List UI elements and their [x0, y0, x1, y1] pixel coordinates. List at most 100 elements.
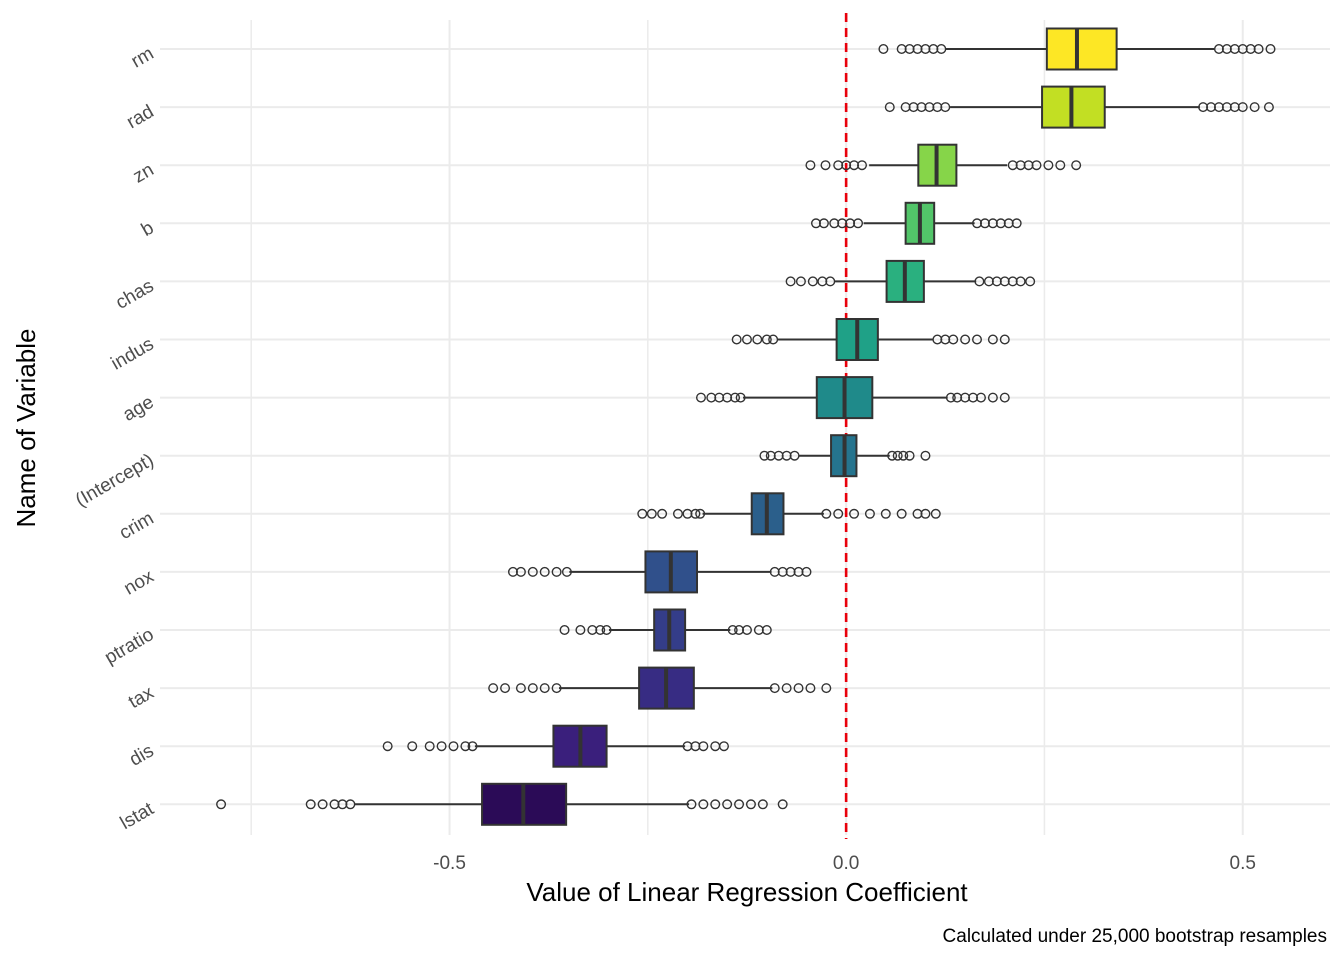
- boxplot-(Intercept): [759, 434, 931, 478]
- outlier-point: [974, 276, 985, 287]
- boxplot-zn: [805, 143, 1082, 187]
- x-tick-label: -0.5: [433, 853, 466, 874]
- boxplot-b: [810, 201, 1022, 245]
- outlier-point: [637, 508, 648, 519]
- y-tick-label: dis: [126, 740, 158, 770]
- outlier-point: [999, 392, 1010, 403]
- outlier-point: [825, 276, 836, 287]
- outlier-point: [488, 683, 499, 694]
- outlier-point: [960, 334, 971, 345]
- outlier-point: [539, 683, 550, 694]
- chart-caption: Calculated under 25,000 bootstrap resamp…: [943, 926, 1327, 947]
- boxplot-lstat: [216, 782, 788, 826]
- outlier-point: [698, 741, 709, 752]
- box-layer: [216, 27, 1276, 826]
- y-tick-label: indus: [108, 334, 158, 375]
- outlier-point: [718, 741, 729, 752]
- outlier-point: [849, 508, 860, 519]
- boxplot-chas: [785, 259, 1036, 303]
- outlier-point: [857, 160, 868, 171]
- outlier-point: [781, 683, 792, 694]
- outlier-point: [1015, 276, 1026, 287]
- outlier-point: [741, 334, 752, 345]
- outlier-point: [305, 799, 316, 810]
- outlier-point: [940, 102, 951, 113]
- outlier-point: [551, 566, 562, 577]
- y-axis-title: Name of Variable: [11, 329, 41, 528]
- outlier-point: [1263, 102, 1274, 113]
- iqr-box: [1045, 27, 1118, 71]
- boxplot-tax: [488, 666, 832, 710]
- outlier-point: [801, 566, 812, 577]
- outlier-point: [795, 276, 806, 287]
- outlier-point: [672, 508, 683, 519]
- outlier-point: [999, 334, 1010, 345]
- outlier-point: [761, 334, 772, 345]
- outlier-point: [930, 508, 941, 519]
- y-tick-label: (Intercept): [72, 450, 157, 511]
- outlier-point: [853, 218, 864, 229]
- outlier-point: [1031, 160, 1042, 171]
- y-tick-label: chas: [112, 276, 157, 314]
- outlier-point: [345, 799, 356, 810]
- outlier-point: [727, 625, 738, 636]
- y-tick-label: tax: [125, 682, 158, 713]
- outlier-point: [539, 566, 550, 577]
- outlier-point: [515, 566, 526, 577]
- outlier-point: [757, 799, 768, 810]
- outlier-point: [561, 566, 572, 577]
- boxplot-dis: [382, 724, 729, 768]
- outlier-point: [559, 625, 570, 636]
- outlier-point: [833, 508, 844, 519]
- outlier-point: [317, 799, 328, 810]
- outlier-point: [1011, 218, 1022, 229]
- outlier-point: [948, 334, 959, 345]
- outlier-point: [987, 392, 998, 403]
- outlier-point: [1071, 160, 1082, 171]
- y-tick-label: crim: [116, 508, 158, 544]
- outlier-point: [896, 508, 907, 519]
- x-tick-label: 0.0: [833, 853, 859, 874]
- boxplot-rad: [884, 85, 1274, 129]
- outlier-point: [752, 334, 763, 345]
- outlier-point: [880, 508, 891, 519]
- outlier-point: [821, 683, 832, 694]
- outlier-point: [601, 625, 612, 636]
- outlier-point: [892, 450, 903, 461]
- outlier-point: [448, 741, 459, 752]
- outlier-point: [864, 508, 875, 519]
- boxplot-crim: [637, 492, 941, 536]
- outlier-point: [424, 741, 435, 752]
- outlier-point: [818, 218, 829, 229]
- outlier-point: [1025, 276, 1036, 287]
- outlier-point: [382, 741, 393, 752]
- outlier-point: [686, 799, 697, 810]
- outlier-point: [759, 450, 770, 461]
- outlier-point: [904, 450, 915, 461]
- outlier-point: [761, 625, 772, 636]
- outlier-point: [805, 160, 816, 171]
- outlier-point: [436, 741, 447, 752]
- outlier-point: [1253, 44, 1264, 55]
- outlier-point: [972, 334, 983, 345]
- outlier-point: [695, 508, 706, 519]
- outlier-point: [768, 334, 779, 345]
- outlier-point: [920, 450, 931, 461]
- outlier-point: [460, 741, 471, 752]
- outlier-point: [500, 683, 511, 694]
- outlier-point: [945, 392, 956, 403]
- boxplot-age: [695, 376, 1010, 420]
- outlier-point: [884, 102, 895, 113]
- y-tick-label: zn: [130, 159, 158, 187]
- outlier-point: [698, 799, 709, 810]
- outlier-point: [730, 392, 741, 403]
- outlier-point: [657, 508, 668, 519]
- outlier-point: [793, 683, 804, 694]
- outlier-point: [805, 683, 816, 694]
- outlier-point: [527, 683, 538, 694]
- x-tick-labels: -0.5 0.0 0.5: [433, 853, 1256, 874]
- boxplot-nox: [507, 550, 812, 594]
- outlier-point: [467, 741, 478, 752]
- outlier-point: [769, 683, 780, 694]
- outlier-point: [745, 799, 756, 810]
